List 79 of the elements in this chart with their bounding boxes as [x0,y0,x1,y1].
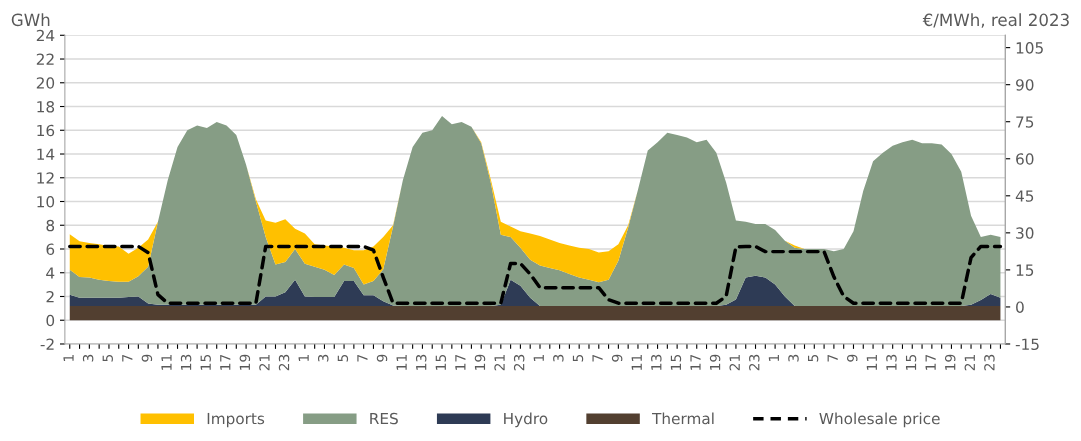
y-tick-label: 24 [36,29,55,42]
y2-tick-label: 105 [1016,42,1043,54]
y-axis-title: GWh [11,13,50,27]
y2-tick-label: 75 [1016,116,1034,128]
y2-tick-label: 45 [1015,190,1034,202]
x-tick-label: 7 [592,354,603,362]
x-tick-label: 1 [768,354,779,362]
x-tick-label: 17 [925,354,936,370]
y-tick-label: 4 [46,267,55,279]
y2-tick-label: 90 [1016,79,1034,91]
y-tick-label: 12 [37,172,54,184]
y-tick-label: 2 [46,290,54,303]
x-tick-label: 5 [102,354,113,362]
y-tick-label: -2 [40,338,54,350]
y-tick-label: 18 [37,100,55,113]
x-tick-label: 19 [709,354,721,370]
x-tick-label: 17 [690,354,701,370]
line-series [68,244,1003,305]
x-tick-label: 3 [317,354,329,362]
y-tick-label: 14 [37,148,55,160]
x-tick-label: 9 [611,354,623,362]
x-tick-label: 5 [808,354,819,362]
x-tick-label: 1 [533,354,544,362]
x-tick-label: 11 [631,354,642,370]
x-tick-label: 3 [553,354,564,362]
legend-label: RES [370,412,398,425]
x-tick-label: 23 [278,354,290,371]
x-tick-label: 19 [239,354,251,370]
x-tick-label: 1 [63,354,74,362]
x-tick-label: 21 [494,354,505,371]
x-tick-label: 9 [376,354,388,362]
y-tick-label: 8 [46,219,55,232]
x-tick-label: 23 [749,354,760,371]
x-tick-label: 5 [337,354,349,362]
legend-label: Imports [207,412,265,428]
x-tick-label: 23 [513,354,525,371]
x-tick-label: 11 [161,354,172,370]
x-tick-label: 13 [415,354,427,370]
x-tick-label: 3 [82,354,94,362]
x-tick-label: 7 [827,354,838,362]
x-tick-label: 17 [220,354,231,370]
x-tick-label: 21 [729,354,740,371]
legend-label: Hydro [504,412,548,428]
x-tick-label: 9 [141,354,153,362]
x-tick-label: 23 [984,354,995,371]
x-tick-label: 5 [572,354,584,362]
y2-tick-label: 60 [1016,153,1034,165]
x-tick-label: 11 [866,354,877,370]
x-tick-label: 13 [180,354,192,370]
x-tick-label: 9 [847,354,858,362]
y2-tick-label: 0 [1016,301,1024,313]
x-tick-label: 19 [944,354,956,370]
x-tick-label: 7 [122,354,133,362]
y-tick-label: 6 [46,243,55,256]
y2-tick-label: 15 [1016,264,1034,276]
x-tick-label: 15 [200,354,211,370]
x-tick-label: 13 [651,354,662,370]
x-tick-label: 15 [435,354,447,370]
x-tick-label: 13 [886,354,897,370]
y-tick-label: 20 [36,77,55,89]
x-tick-label: 15 [905,354,917,370]
legend-label: Wholesale price [819,412,940,428]
x-tick-label: 17 [455,354,466,370]
y-tick-label: 0 [46,314,55,327]
x-tick-label: 15 [670,354,682,370]
x-tick-label: 21 [964,354,975,371]
y2-axis-title: €/MWh, real 2023 [922,13,1069,28]
x-tick-label: 19 [474,354,486,370]
y-tick-label: 22 [36,53,54,65]
y2-tick-label: -15 [1015,338,1039,350]
y-tick-label: 16 [37,124,55,137]
x-tick-label: 1 [298,354,309,362]
legend-label: Thermal [651,412,714,425]
x-tick-label: 11 [396,354,407,370]
y2-tick-label: 30 [1016,227,1034,239]
x-tick-label: 7 [357,354,368,362]
x-tick-label: 3 [788,354,799,362]
x-tick-label: 21 [259,354,270,371]
y-tick-label: 10 [37,195,55,208]
